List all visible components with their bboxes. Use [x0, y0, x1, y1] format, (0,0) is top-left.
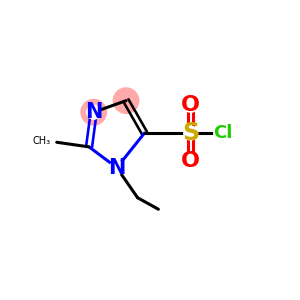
Circle shape — [81, 100, 106, 125]
Text: CH₃: CH₃ — [33, 136, 51, 146]
Text: N: N — [108, 158, 125, 178]
Circle shape — [214, 124, 232, 142]
Text: Cl: Cl — [213, 124, 233, 142]
Circle shape — [184, 126, 198, 140]
Text: S: S — [182, 121, 199, 145]
Text: O: O — [181, 95, 200, 115]
Circle shape — [184, 154, 198, 168]
Circle shape — [184, 98, 198, 112]
Text: O: O — [181, 151, 200, 171]
Circle shape — [87, 105, 100, 119]
Text: N: N — [85, 102, 102, 122]
Circle shape — [110, 161, 124, 175]
Circle shape — [113, 88, 139, 113]
